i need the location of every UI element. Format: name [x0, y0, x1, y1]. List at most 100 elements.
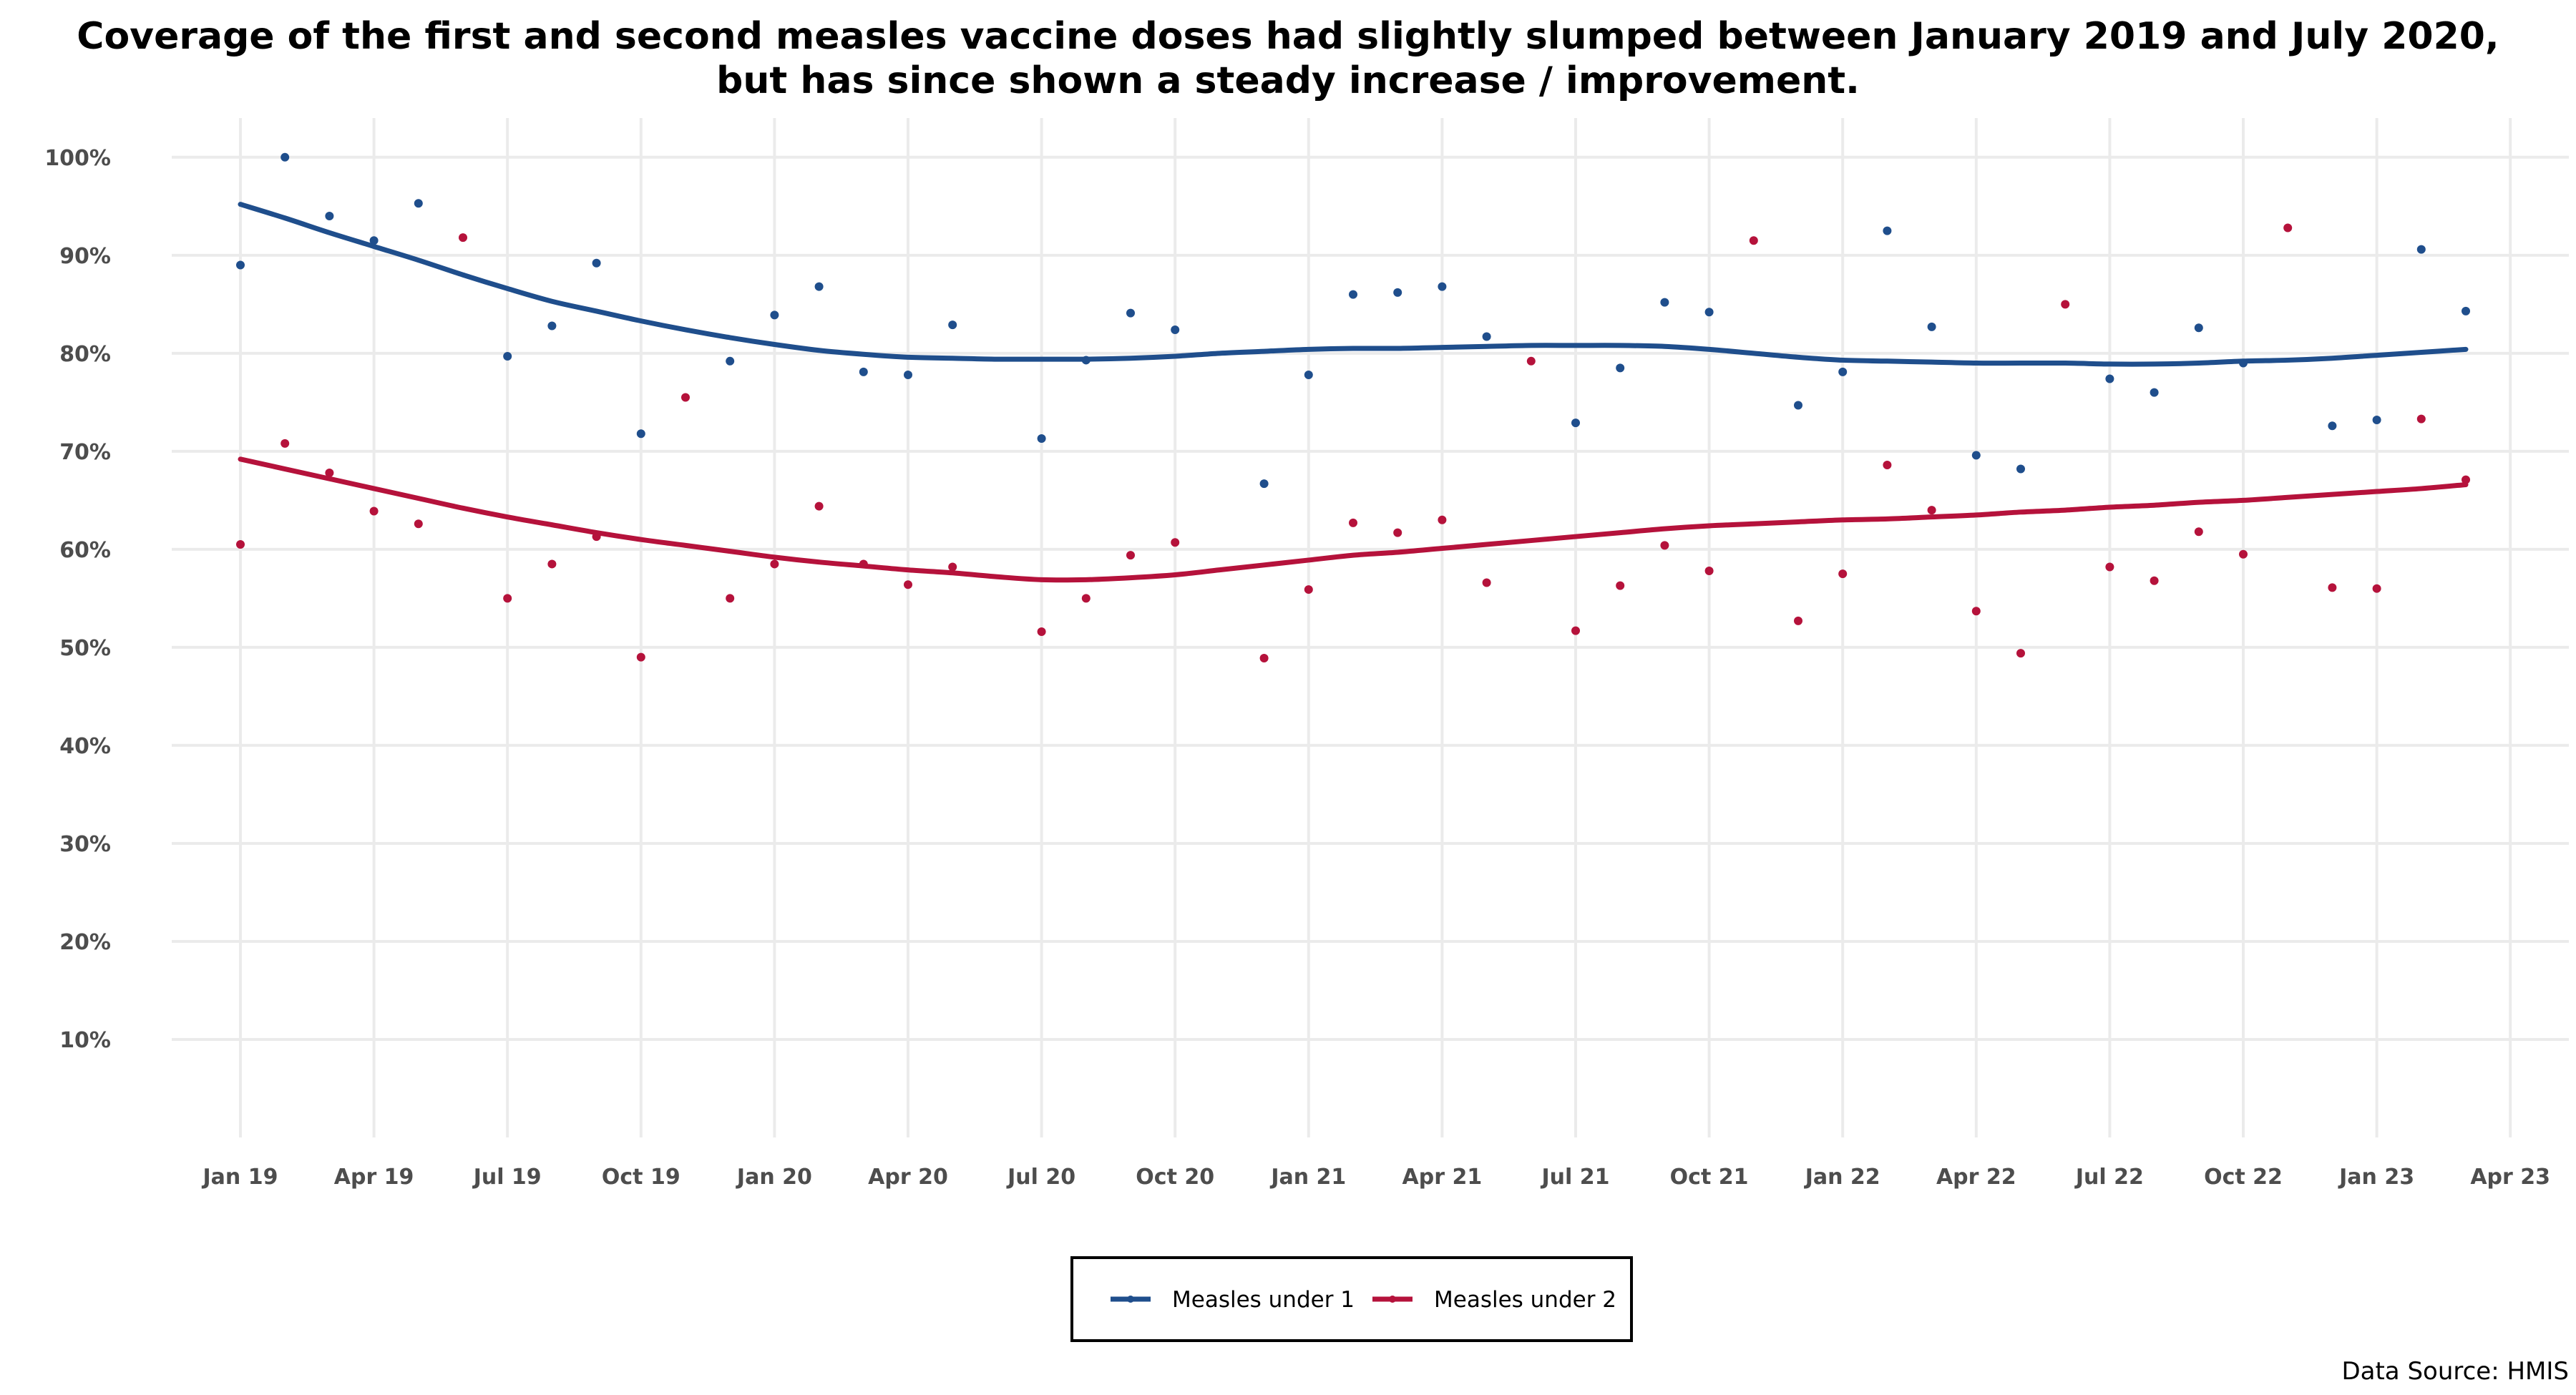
data-point	[547, 559, 557, 569]
data-point	[2328, 583, 2337, 592]
data-point	[2328, 421, 2337, 431]
series-2	[236, 223, 2470, 662]
data-point	[859, 559, 868, 569]
data-point	[814, 501, 824, 511]
data-point	[1438, 515, 1447, 524]
data-point	[2105, 374, 2114, 383]
data-point	[1171, 538, 1180, 547]
data-point	[1838, 367, 1848, 376]
data-point	[2150, 388, 2159, 397]
data-point	[1526, 356, 1536, 366]
chart-title-line: but has since shown a steady increase / …	[716, 59, 1860, 102]
y-tick-label: 90%	[59, 244, 111, 269]
data-point	[1482, 578, 1491, 587]
x-tick-label: Oct 20	[1136, 1165, 1214, 1190]
data-point	[414, 199, 423, 208]
data-point	[1971, 607, 1981, 616]
x-axis-tick-labels: Jan 19 Apr 19 Jul 19 Oct 19 Jan 20 Apr 20 Jul …	[202, 1165, 2551, 1190]
legend-label: Measles under 2	[1434, 1287, 1616, 1313]
data-point	[1571, 418, 1580, 428]
data-point	[726, 594, 735, 603]
data-point	[1126, 308, 1135, 318]
data-point	[1304, 370, 1313, 379]
chart-title-line: Coverage of the first and second measles…	[77, 15, 2499, 58]
data-point	[636, 429, 645, 439]
data-point	[1349, 518, 1357, 527]
data-point	[1794, 616, 1802, 625]
data-point	[1349, 290, 1357, 299]
x-tick-label: Jan 20	[736, 1165, 812, 1190]
x-tick-label: Apr 20	[868, 1165, 948, 1190]
data-point	[1883, 461, 1892, 470]
data-point	[1883, 226, 1892, 235]
data-point	[280, 152, 290, 162]
data-point	[2194, 527, 2203, 537]
data-point	[859, 367, 868, 376]
data-point	[325, 212, 334, 221]
data-point	[726, 356, 735, 366]
data-point	[1660, 541, 1669, 550]
chart-title: Coverage of the first and second measles…	[77, 15, 2499, 102]
x-tick-label: Jan 19	[202, 1165, 278, 1190]
x-tick-label: Oct 21	[1670, 1165, 1749, 1190]
x-tick-label: Apr 23	[2470, 1165, 2550, 1190]
data-point	[2239, 549, 2248, 559]
series-1	[236, 152, 2470, 489]
data-point	[1927, 322, 1936, 331]
data-point	[2150, 576, 2159, 585]
data-point	[2194, 323, 2203, 333]
y-tick-label: 80%	[59, 342, 111, 367]
data-point	[2016, 649, 2025, 658]
legend-key-point	[1127, 1296, 1134, 1303]
x-tick-label: Jul 19	[472, 1165, 542, 1190]
data-point	[503, 594, 512, 603]
x-tick-label: Jul 22	[2074, 1165, 2144, 1190]
data-point	[814, 282, 824, 291]
data-point	[2416, 414, 2426, 424]
data-point	[904, 370, 912, 379]
y-tick-label: 70%	[59, 440, 111, 465]
data-point	[2239, 358, 2248, 368]
x-tick-label: Oct 22	[2204, 1165, 2283, 1190]
data-point	[1037, 434, 1046, 444]
data-point	[1259, 479, 1269, 489]
data-point	[2105, 562, 2114, 572]
x-tick-label: Jan 23	[2338, 1165, 2414, 1190]
data-point	[904, 580, 912, 589]
data-point	[1393, 288, 1402, 297]
x-tick-label: Jan 21	[1269, 1165, 1346, 1190]
data-point	[636, 652, 645, 662]
data-point	[1749, 236, 1758, 245]
data-point	[547, 321, 557, 331]
data-point	[592, 258, 601, 268]
data-point	[369, 236, 379, 245]
data-point	[592, 532, 601, 542]
legend-label: Measles under 1	[1172, 1287, 1355, 1313]
data-point	[1304, 585, 1313, 594]
data-point	[1616, 363, 1625, 373]
y-tick-label: 30%	[59, 832, 111, 857]
data-point	[1660, 298, 1669, 307]
data-point	[770, 559, 779, 569]
y-tick-label: 40%	[59, 734, 111, 759]
x-tick-label: Jan 22	[1804, 1165, 1880, 1190]
y-tick-label: 60%	[59, 538, 111, 563]
data-point	[681, 393, 690, 402]
series	[236, 152, 2470, 662]
legend: Measles under 1 Measles under 2	[1070, 1256, 1633, 1342]
data-point	[2372, 584, 2381, 593]
x-tick-label: Apr 19	[334, 1165, 414, 1190]
trend-line	[238, 456, 2469, 583]
data-point	[770, 310, 779, 320]
legend-box	[1070, 1256, 1633, 1342]
data-point	[1616, 581, 1625, 590]
data-source: Data Source: HMIS	[2341, 1357, 2569, 1386]
data-point	[1393, 528, 1402, 537]
data-point	[1438, 282, 1447, 291]
data-point	[1259, 653, 1269, 662]
data-point	[1571, 626, 1580, 635]
trend-line	[238, 202, 2469, 367]
data-point	[1482, 332, 1491, 341]
x-tick-label: Oct 19	[602, 1165, 680, 1190]
